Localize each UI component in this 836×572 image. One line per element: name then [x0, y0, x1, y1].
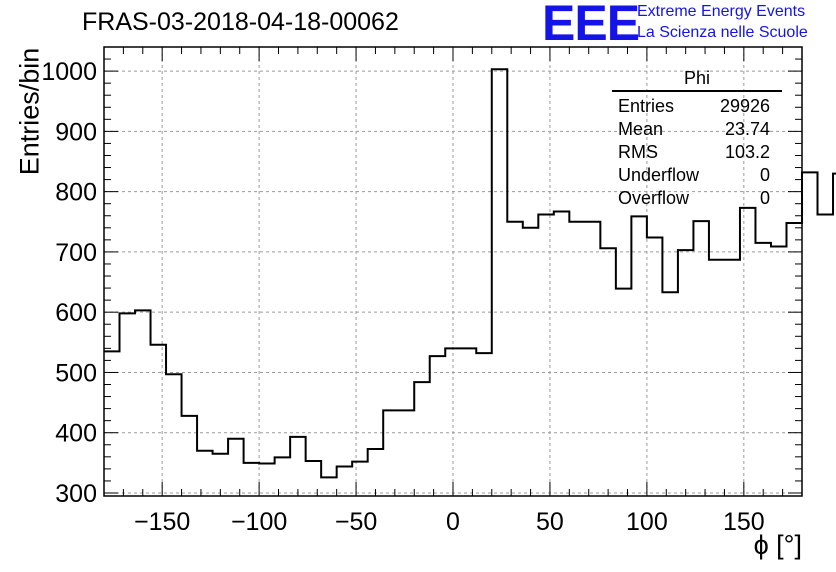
histogram-bin	[383, 410, 399, 496]
histogram-bin	[461, 348, 477, 496]
stats-label: Entries	[618, 96, 675, 116]
stats-label: Mean	[618, 119, 664, 139]
histogram-bin	[585, 222, 601, 496]
histogram-bin	[755, 243, 771, 496]
histogram-bin	[569, 222, 585, 496]
stats-name: Phi	[612, 68, 782, 92]
stats-label: Overflow	[618, 188, 690, 208]
y-tick-label: 700	[55, 239, 97, 267]
y-tick-label: 800	[55, 179, 97, 207]
histogram-bin	[507, 222, 523, 496]
x-tick-label: −50	[335, 508, 377, 536]
stats-row-mean: Mean 23.74	[612, 118, 782, 141]
histogram-bin	[352, 462, 368, 496]
histogram-bin	[647, 237, 663, 496]
y-tick-label: 1000	[41, 58, 97, 86]
histogram-bin	[802, 172, 818, 496]
histogram-bin	[290, 437, 306, 496]
stats-row-entries: Entries 29926	[612, 95, 782, 118]
x-tick-label: −150	[134, 508, 190, 536]
histogram-bin	[228, 439, 244, 496]
histogram-bin	[662, 292, 678, 496]
histogram-bin	[399, 410, 415, 496]
histogram-bin	[337, 466, 353, 496]
histogram-bin	[538, 215, 554, 496]
y-tick-label: 900	[55, 118, 97, 146]
histogram-bin	[476, 353, 492, 496]
histogram-bin	[709, 260, 725, 496]
x-tick-label: 100	[626, 508, 668, 536]
eee-logo: EEE	[542, 0, 640, 51]
y-tick-label: 300	[55, 480, 97, 508]
x-tick-label: 150	[723, 508, 765, 536]
y-tick-label: 400	[55, 420, 97, 448]
logo-line-2: La Scienza nelle Scuole	[637, 24, 808, 41]
histogram-bin	[818, 215, 834, 496]
logo-line-1: Extreme Energy Events	[637, 3, 806, 20]
histogram-bin	[213, 454, 229, 496]
histogram-bin	[120, 313, 136, 496]
stats-value: 0	[759, 188, 770, 208]
x-tick-label: 50	[536, 508, 564, 536]
stats-value: 23.74	[724, 119, 770, 139]
histogram-bin	[678, 250, 694, 496]
histogram-bin	[445, 348, 461, 496]
y-axis-label: Entries/bin	[14, 47, 45, 176]
histogram-bin	[275, 457, 291, 496]
x-tick-label: −100	[231, 508, 287, 536]
histogram-bin	[523, 228, 539, 496]
stats-value: 29926	[719, 96, 770, 116]
histogram-bin	[135, 310, 151, 496]
x-axis-label: ϕ [°]	[753, 530, 802, 560]
histogram-bin	[616, 289, 632, 496]
histogram-bin	[104, 351, 120, 496]
histogram-bin	[244, 463, 260, 496]
histogram-bin	[724, 260, 740, 496]
histogram-bin	[166, 374, 182, 496]
histogram-bin	[771, 246, 787, 496]
histogram-bin	[492, 69, 508, 496]
stats-label: RMS	[618, 142, 658, 162]
histogram-bin	[259, 463, 275, 496]
x-tick-label: 0	[446, 508, 460, 536]
histogram-bin	[693, 221, 709, 496]
stats-box: Phi Entries 29926 Mean 23.74 RMS 103.2 U…	[612, 68, 782, 210]
y-tick-label: 600	[55, 299, 97, 327]
stats-row-overflow: Overflow 0	[612, 187, 782, 210]
histogram-bin	[306, 461, 322, 496]
histogram-bin	[151, 345, 167, 496]
stats-value: 0	[759, 165, 770, 185]
histogram-bin	[368, 449, 384, 496]
histogram-bin	[631, 216, 647, 496]
histogram-bin	[182, 416, 198, 496]
stats-value: 103.2	[724, 142, 770, 162]
chart-title: FRAS-03-2018-04-18-00062	[82, 8, 399, 36]
histogram-bin	[740, 208, 756, 496]
stats-row-rms: RMS 103.2	[612, 141, 782, 164]
stats-row-underflow: Underflow 0	[612, 164, 782, 187]
y-tick-label: 500	[55, 359, 97, 387]
histogram-bin	[600, 248, 616, 496]
histogram-bin	[197, 451, 213, 496]
histogram-bin	[430, 356, 446, 496]
stats-label: Underflow	[618, 165, 700, 185]
histogram-line	[104, 68, 836, 479]
histogram-bin	[786, 223, 802, 496]
histogram-bin	[554, 212, 570, 496]
histogram-bin	[414, 382, 430, 496]
histogram-bin	[321, 477, 337, 496]
